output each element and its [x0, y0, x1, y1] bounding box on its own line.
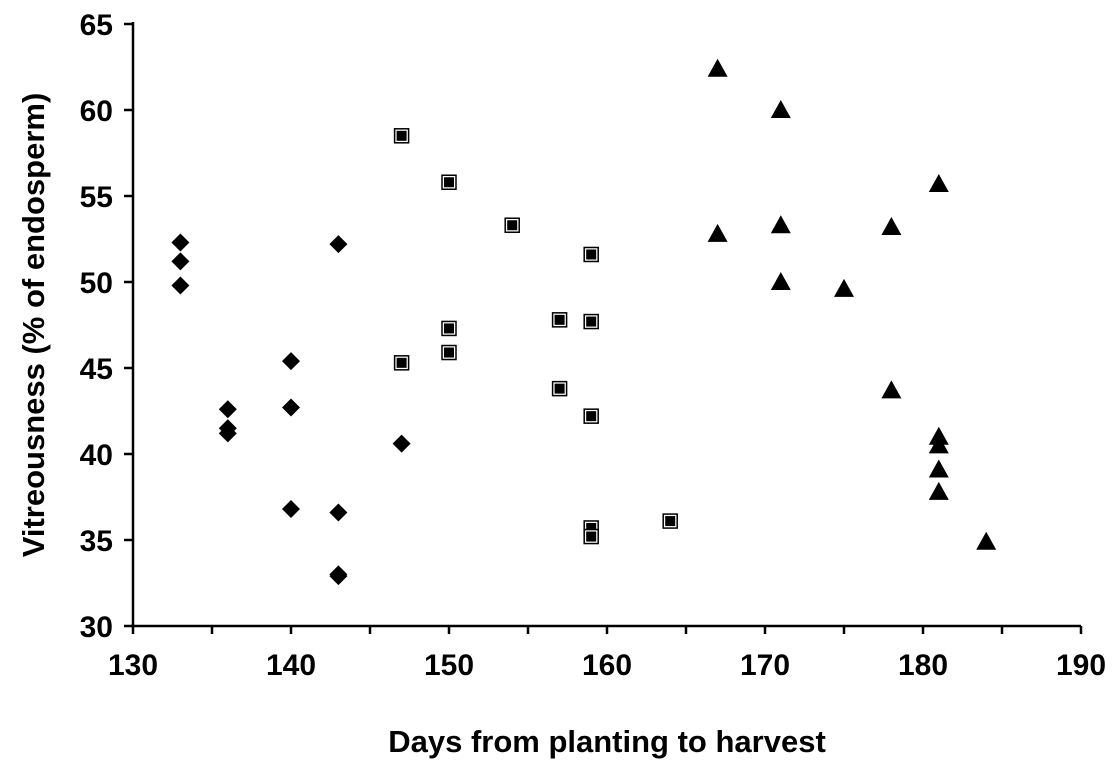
- square-point: [507, 220, 518, 231]
- triangle-point: [881, 380, 902, 399]
- diamond-point: [171, 233, 190, 252]
- x-axis-title: Days from planting to harvest: [388, 724, 826, 759]
- square-point: [444, 323, 454, 334]
- diamond-point: [282, 500, 300, 519]
- diamond-point: [171, 276, 190, 295]
- square-point: [586, 316, 597, 327]
- square-point: [665, 516, 676, 527]
- triangle-point: [770, 100, 791, 118]
- plot-area: 30 35 40 45 50 55 60 65 130 140 150 160 170 180 190: [80, 9, 1106, 682]
- square-point: [444, 177, 454, 188]
- diamond-point: [218, 400, 237, 419]
- y-tick-label: 50: [80, 267, 113, 300]
- x-tick-label: 170: [740, 649, 790, 682]
- y-tick-label: 55: [80, 181, 113, 214]
- square-point: [554, 314, 565, 325]
- triangle-point: [881, 216, 902, 235]
- triangle-point: [976, 531, 997, 550]
- diamond-point: [171, 252, 190, 271]
- triangle-point: [770, 272, 791, 290]
- y-tick-label: 45: [80, 353, 113, 386]
- triangle-point: [928, 173, 949, 192]
- square-point: [586, 522, 597, 533]
- x-tick-label: 190: [1056, 649, 1106, 682]
- diamond-point: [329, 567, 348, 586]
- y-tick-label: 60: [80, 95, 113, 128]
- diamond-point: [329, 235, 348, 254]
- x-tick-label: 150: [424, 649, 474, 682]
- triangle-point: [928, 481, 949, 500]
- diamond-point: [329, 503, 348, 522]
- triangle-point: [928, 459, 949, 478]
- triangle-point: [707, 223, 728, 242]
- square-point: [444, 347, 454, 358]
- triangle-point: [707, 58, 728, 77]
- triangle-point: [770, 215, 791, 234]
- triangle-point: [834, 278, 854, 297]
- diamond-point: [392, 434, 411, 453]
- square-point: [586, 531, 597, 542]
- x-tick-label: 160: [582, 649, 632, 682]
- diamond-point: [282, 398, 300, 417]
- diamond-point: [282, 352, 300, 371]
- triangle-point: [928, 435, 949, 454]
- y-axis-title: Vitreousness (% of endosperm): [16, 93, 51, 558]
- x-tick-label: 130: [108, 649, 158, 682]
- square-point: [586, 249, 597, 260]
- y-tick-label: 30: [80, 611, 113, 644]
- x-tick-label: 180: [898, 649, 948, 682]
- y-tick-label: 65: [80, 9, 113, 42]
- y-tick-label: 40: [80, 439, 113, 472]
- square-point: [396, 130, 407, 141]
- y-tick-label: 35: [80, 525, 113, 558]
- square-point: [396, 357, 407, 368]
- square-point: [554, 383, 565, 394]
- diamond-point: [218, 424, 237, 443]
- square-point: [586, 411, 597, 422]
- x-tick-label: 140: [266, 649, 316, 682]
